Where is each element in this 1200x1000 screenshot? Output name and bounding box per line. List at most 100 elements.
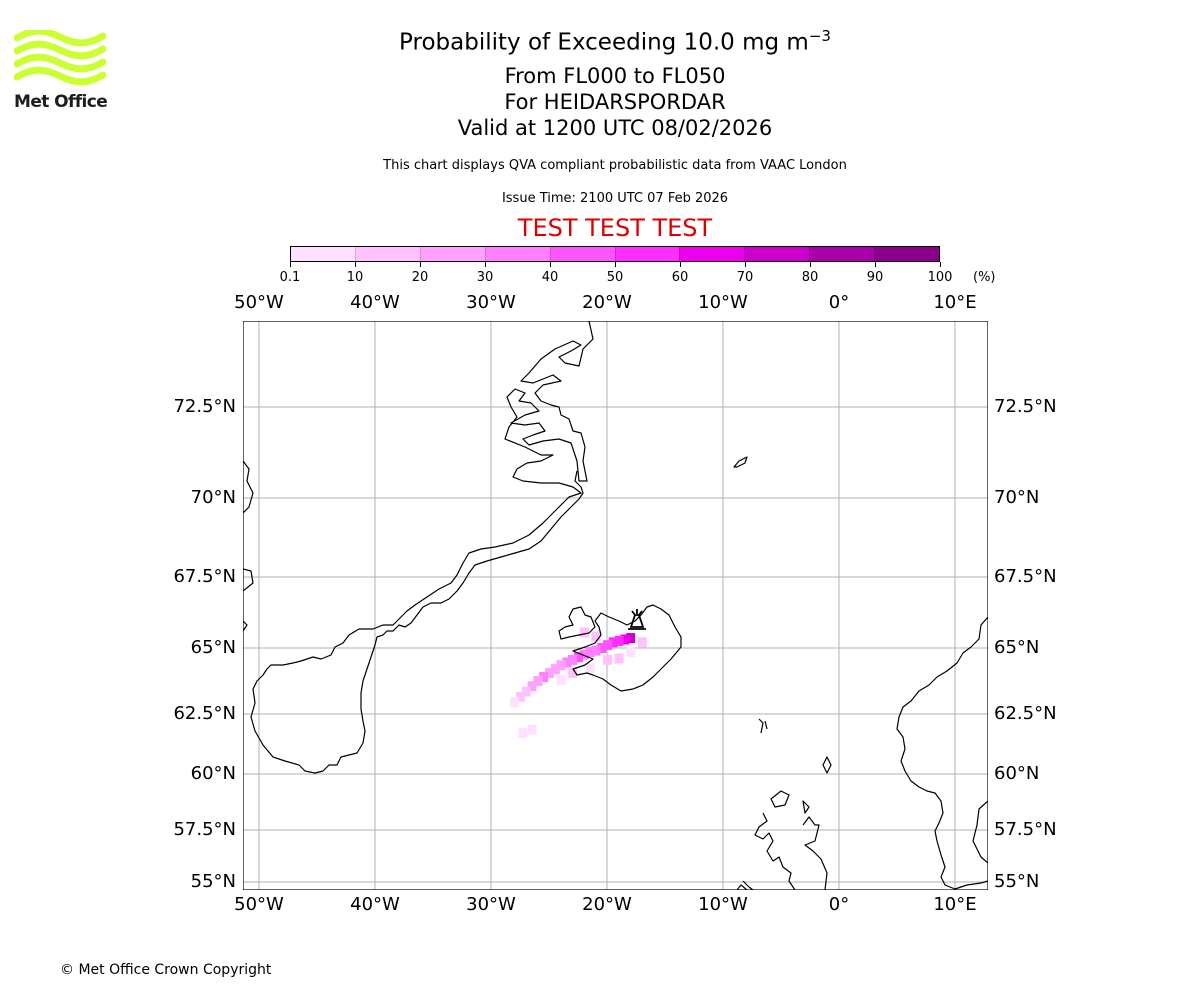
- plume-cell: [637, 637, 647, 648]
- colorbar-segment: [549, 247, 615, 261]
- colorbar-segment: [874, 247, 940, 261]
- colorbar-segment: [291, 247, 355, 261]
- plume-cell: [539, 672, 549, 683]
- colorbar-tick-label: 40: [541, 270, 559, 285]
- colorbar-tick-mark: [810, 262, 811, 267]
- lon-label: 10°W: [698, 894, 748, 915]
- issue-time: Issue Time: 2100 UTC 07 Feb 2026: [501, 191, 729, 206]
- plume-cell: [614, 653, 624, 664]
- lat-label: 70°N: [190, 487, 236, 508]
- lon-label: 20°W: [582, 894, 632, 915]
- lon-label: 20°W: [582, 292, 632, 313]
- chart-title: Probability of Exceeding 10.0 mg m−3: [399, 27, 831, 56]
- plume-cell: [568, 668, 578, 679]
- plume-cell: [510, 697, 520, 708]
- lat-label: 60°N: [994, 763, 1040, 784]
- lat-label: 62.5°N: [994, 703, 1057, 724]
- colorbar-segment: [809, 247, 875, 261]
- coast-scotland: [754, 790, 828, 890]
- lat-label: 55°N: [994, 871, 1040, 892]
- plume-cell: [518, 728, 528, 739]
- disclaimer-text: This chart displays QVA compliant probab…: [383, 158, 847, 173]
- lon-label: 10°E: [933, 292, 977, 313]
- colorbar-segment: [679, 247, 745, 261]
- lat-label: 72.5°N: [173, 396, 236, 417]
- plume-cell: [626, 646, 636, 657]
- plume-cell: [614, 635, 624, 646]
- plume-cell: [585, 662, 595, 673]
- plume-cell: [556, 674, 566, 685]
- lat-label: 65°N: [190, 637, 236, 658]
- plume-cell: [608, 637, 618, 648]
- plume-cell: [579, 627, 589, 638]
- plume-cell: [562, 657, 572, 668]
- copyright: © Met Office Crown Copyright: [60, 962, 272, 978]
- coast-ireland: [736, 880, 754, 890]
- plume-cell: [591, 645, 601, 656]
- plume-cell: [550, 664, 560, 675]
- colorbar-unit: (%): [973, 270, 996, 285]
- coast-jan-mayen: [733, 456, 748, 468]
- lon-label: 0°: [828, 292, 850, 313]
- plume-cell: [579, 649, 589, 660]
- colorbar: [290, 246, 940, 262]
- lon-label: 50°W: [234, 292, 284, 313]
- plume-cell: [574, 652, 583, 663]
- plume-cell: [591, 631, 601, 642]
- plume-cell: [556, 660, 566, 671]
- plume-cell: [626, 633, 636, 644]
- met-office-logo: [14, 30, 106, 86]
- lat-label: 57.5°N: [173, 819, 236, 840]
- colorbar-tick-label: 60: [671, 270, 689, 285]
- plume-cell: [597, 643, 607, 653]
- lat-label: 70°N: [994, 487, 1040, 508]
- colorbar-tick-label: 90: [866, 270, 884, 285]
- colorbar-tick-label: 20: [411, 270, 429, 285]
- lon-label: 30°W: [466, 894, 516, 915]
- plume-cell: [545, 668, 554, 679]
- title-volcano: For HEIDARSPORDAR: [504, 90, 726, 114]
- colorbar-tick-label: 50: [606, 270, 624, 285]
- coast-shetland: [822, 756, 832, 774]
- colorbar-tick-mark: [420, 262, 421, 267]
- title-exponent: −3: [808, 27, 831, 45]
- test-banner: TEST TEST TEST: [517, 214, 713, 242]
- coast-sweden-edge: [972, 800, 988, 864]
- logo-text: Met Office: [14, 92, 108, 112]
- colorbar-tick-label: 0.1: [279, 270, 301, 285]
- lon-label: 10°E: [933, 894, 977, 915]
- colorbar-tick-label: 80: [801, 270, 819, 285]
- coast-greenland: [250, 321, 594, 774]
- map-background: [243, 321, 988, 890]
- colorbar-tick-mark: [550, 262, 551, 267]
- lon-label: 30°W: [466, 292, 516, 313]
- lon-label: 40°W: [350, 894, 400, 915]
- title-flight-levels: From FL000 to FL050: [504, 64, 726, 88]
- map-panel: [243, 321, 988, 890]
- plume-cell: [603, 654, 612, 665]
- colorbar-segment: [354, 247, 420, 261]
- lat-label: 67.5°N: [994, 566, 1057, 587]
- volcano-marker: [628, 609, 646, 630]
- plume-cell: [620, 634, 630, 645]
- colorbar-tick-mark: [355, 262, 356, 267]
- colorbar-segment: [484, 247, 550, 261]
- lat-label: 57.5°N: [994, 819, 1057, 840]
- coast-norway: [896, 616, 988, 890]
- gridlines: [243, 321, 988, 890]
- colorbar-tick-mark: [680, 262, 681, 267]
- colorbar-tick-label: 100: [927, 270, 953, 285]
- colorbar-tick-mark: [615, 262, 616, 267]
- plume-cell: [568, 654, 578, 665]
- plume-cell: [603, 640, 612, 651]
- plume-cell: [521, 686, 531, 697]
- ash-plume: [510, 627, 647, 739]
- lat-label: 67.5°N: [173, 566, 236, 587]
- plume-cell: [516, 691, 525, 702]
- colorbar-tick-label: 30: [476, 270, 494, 285]
- colorbar-tick-label: 70: [736, 270, 754, 285]
- colorbar-segment: [614, 247, 680, 261]
- plume-cell: [585, 646, 595, 657]
- lat-label: 62.5°N: [173, 703, 236, 724]
- lon-label: 50°W: [234, 894, 284, 915]
